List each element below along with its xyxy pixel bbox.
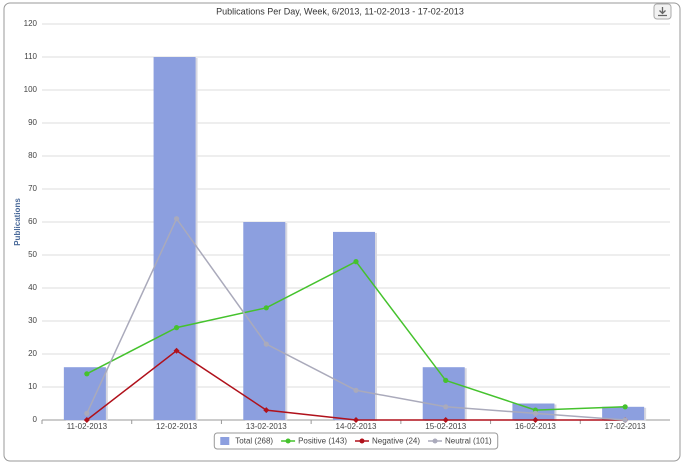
legend-item: Neutral (101) <box>428 437 492 446</box>
point <box>353 259 359 265</box>
y-tick-label: 110 <box>24 52 37 61</box>
y-tick-label: 50 <box>28 250 37 259</box>
legend-item: Total (268) <box>220 437 273 446</box>
bar <box>602 406 645 420</box>
point <box>442 417 449 423</box>
y-tick-label: 70 <box>28 184 37 193</box>
legend-marker <box>285 438 291 444</box>
export-button[interactable] <box>653 3 672 20</box>
y-tick-label: 120 <box>24 19 38 28</box>
x-tick-label: 16-02-2013 <box>515 422 556 431</box>
legend-marker <box>432 438 438 444</box>
point <box>443 377 449 383</box>
point <box>532 410 539 416</box>
y-axis-title: Publications <box>13 198 22 246</box>
point <box>84 371 90 377</box>
legend-marker <box>359 438 365 444</box>
x-tick-label: 15-02-2013 <box>425 422 466 431</box>
point <box>173 325 180 331</box>
point <box>353 387 359 393</box>
chart-title: Publications Per Day, Week, 6/2013, 11-0… <box>216 6 464 16</box>
y-tick-label: 60 <box>28 217 37 226</box>
x-tick-label: 12-02-2013 <box>156 422 197 431</box>
x-tick-label: 17-02-2013 <box>605 422 646 431</box>
legend-label: Negative (24) <box>372 437 420 446</box>
y-tick-label: 100 <box>24 85 38 94</box>
x-tick-label: 11-02-2013 <box>67 422 108 431</box>
x-tick-label: 13-02-2013 <box>246 422 287 431</box>
point <box>84 410 90 416</box>
bar <box>153 57 196 420</box>
point <box>263 341 269 347</box>
y-tick-label: 30 <box>28 316 37 325</box>
point <box>353 417 359 423</box>
y-tick-label: 80 <box>28 151 37 160</box>
y-tick-label: 90 <box>28 118 37 127</box>
legend-label: Positive (143) <box>298 437 347 446</box>
point <box>443 404 449 410</box>
y-tick-label: 20 <box>28 349 37 358</box>
point <box>83 417 90 423</box>
y-tick-label: 10 <box>28 382 37 391</box>
point <box>263 305 269 311</box>
legend-label: Total (268) <box>235 437 273 446</box>
y-tick-label: 40 <box>28 283 37 292</box>
x-tick-label: 14-02-2013 <box>336 422 377 431</box>
point <box>263 407 270 414</box>
legend-item: Positive (143) <box>281 437 347 446</box>
point <box>173 216 180 222</box>
legend-swatch <box>220 437 230 445</box>
point <box>622 404 628 410</box>
point <box>173 347 180 354</box>
y-tick-label: 0 <box>33 415 38 424</box>
export-icon[interactable] <box>658 7 667 17</box>
point <box>532 417 539 423</box>
point <box>622 417 628 423</box>
bar <box>422 367 465 420</box>
legend-label: Neutral (101) <box>445 437 492 446</box>
legend-item: Negative (24) <box>355 437 420 446</box>
legend: Total (268) Positive (143) Negative (24) Ne… <box>213 432 499 450</box>
